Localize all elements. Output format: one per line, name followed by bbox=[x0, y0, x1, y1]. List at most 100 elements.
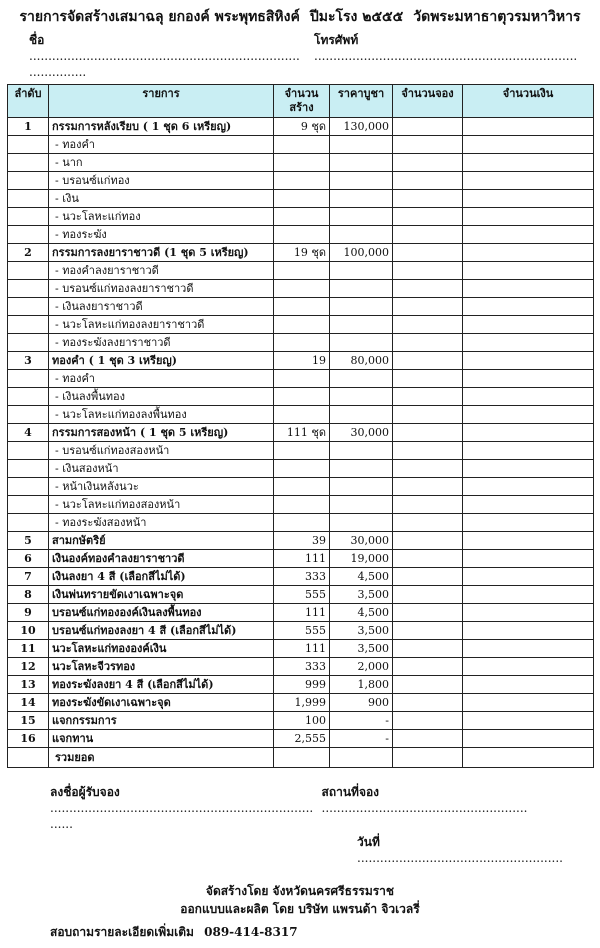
row-reserve-cell[interactable] bbox=[392, 315, 463, 334]
row-reserve-cell[interactable] bbox=[392, 261, 463, 280]
table-row: - เงินลงพื้นทอง bbox=[7, 387, 594, 406]
row-item: กรรมการหลังเรียบ ( 1 ชุด 6 เหรียญ) bbox=[48, 117, 274, 136]
row-reserve-cell[interactable] bbox=[392, 639, 463, 658]
row-reserve-cell[interactable] bbox=[392, 405, 463, 424]
row-amount-cell[interactable] bbox=[462, 513, 594, 532]
row-reserve-cell[interactable] bbox=[392, 657, 463, 676]
row-reserve-cell[interactable] bbox=[392, 495, 463, 514]
row-reserve-cell[interactable] bbox=[392, 297, 463, 316]
row-amount-cell[interactable] bbox=[462, 333, 594, 352]
row-amount-cell[interactable] bbox=[462, 675, 594, 694]
table-row: - เงิน bbox=[7, 189, 594, 208]
row-reserve-cell[interactable] bbox=[392, 747, 463, 768]
row-item: ทองระฆังขัดเงาเฉพาะจุด bbox=[48, 693, 274, 712]
row-amount-cell[interactable] bbox=[462, 117, 594, 136]
row-amount-cell[interactable] bbox=[462, 621, 594, 640]
row-amount-cell[interactable] bbox=[462, 207, 594, 226]
row-reserve-cell[interactable] bbox=[392, 279, 463, 298]
row-item: เงินพ่นทรายขัดเงาเฉพาะจุด bbox=[48, 585, 274, 604]
table-row: - ทองระฆังสองหน้า bbox=[7, 513, 594, 532]
row-reserve-cell[interactable] bbox=[392, 477, 463, 496]
row-reserve-cell[interactable] bbox=[392, 603, 463, 622]
row-amount-cell[interactable] bbox=[462, 459, 594, 478]
row-amount-cell[interactable] bbox=[462, 171, 594, 190]
row-reserve-cell[interactable] bbox=[392, 675, 463, 694]
row-amount-cell[interactable] bbox=[462, 297, 594, 316]
row-quantity bbox=[273, 153, 330, 172]
row-reserve-cell[interactable] bbox=[392, 459, 463, 478]
row-item: - นวะโลหะแก่ทอง bbox=[48, 207, 274, 226]
phone-field[interactable]: โทรศัพท์ ...............................… bbox=[314, 32, 585, 80]
row-reserve-cell[interactable] bbox=[392, 243, 463, 262]
row-reserve-cell[interactable] bbox=[392, 441, 463, 460]
row-amount-cell[interactable] bbox=[462, 585, 594, 604]
row-amount-cell[interactable] bbox=[462, 441, 594, 460]
row-number: 3 bbox=[7, 351, 49, 370]
date-line[interactable]: วันที่ .................................… bbox=[7, 834, 593, 866]
row-amount-cell[interactable] bbox=[462, 657, 594, 676]
row-reserve-cell[interactable] bbox=[392, 135, 463, 154]
row-amount-cell[interactable] bbox=[462, 603, 594, 622]
row-amount-cell[interactable] bbox=[462, 747, 594, 768]
table-row: - ทองคำ bbox=[7, 369, 594, 388]
row-reserve-cell[interactable] bbox=[392, 621, 463, 640]
row-number bbox=[7, 477, 49, 496]
total-row: รวมยอด bbox=[7, 747, 594, 768]
row-reserve-cell[interactable] bbox=[392, 693, 463, 712]
row-amount-cell[interactable] bbox=[462, 495, 594, 514]
row-amount-cell[interactable] bbox=[462, 567, 594, 586]
row-amount-cell[interactable] bbox=[462, 729, 594, 748]
row-reserve-cell[interactable] bbox=[392, 171, 463, 190]
row-amount-cell[interactable] bbox=[462, 693, 594, 712]
row-reserve-cell[interactable] bbox=[392, 189, 463, 208]
row-amount-cell[interactable] bbox=[462, 477, 594, 496]
row-item: นวะโลหะจีวรทอง bbox=[48, 657, 274, 676]
row-reserve-cell[interactable] bbox=[392, 711, 463, 730]
name-field[interactable]: ชื่อ ...................................… bbox=[29, 32, 300, 80]
row-amount-cell[interactable] bbox=[462, 405, 594, 424]
signer-field[interactable]: ลงชื่อผู้รับจอง ........................… bbox=[50, 784, 314, 832]
row-amount-cell[interactable] bbox=[462, 261, 594, 280]
row-item: รวมยอด bbox=[48, 747, 274, 768]
designed-by: ออกแบบและผลิต โดย บริษัท แพรนด้า จิวเวลร… bbox=[180, 902, 420, 916]
row-amount-cell[interactable] bbox=[462, 225, 594, 244]
table-row: 9 บรอนซ์แก่ทององค์เงินลงพื้นทอง 111 4,500 bbox=[7, 603, 594, 622]
row-reserve-cell[interactable] bbox=[392, 387, 463, 406]
row-reserve-cell[interactable] bbox=[392, 729, 463, 748]
table-row: 15 แจกกรรมการ 100- bbox=[7, 711, 594, 730]
row-reserve-cell[interactable] bbox=[392, 513, 463, 532]
row-amount-cell[interactable] bbox=[462, 711, 594, 730]
row-reserve-cell[interactable] bbox=[392, 549, 463, 568]
row-amount-cell[interactable] bbox=[462, 369, 594, 388]
row-amount-cell[interactable] bbox=[462, 387, 594, 406]
place-field[interactable]: สถานที่จอง .............................… bbox=[322, 784, 586, 832]
row-amount-cell[interactable] bbox=[462, 153, 594, 172]
row-reserve-cell[interactable] bbox=[392, 531, 463, 550]
row-reserve-cell[interactable] bbox=[392, 333, 463, 352]
row-amount-cell[interactable] bbox=[462, 423, 594, 442]
row-reserve-cell[interactable] bbox=[392, 153, 463, 172]
table-row: 14 ทองระฆังขัดเงาเฉพาะจุด 1,999 900 bbox=[7, 693, 594, 712]
row-amount-cell[interactable] bbox=[462, 189, 594, 208]
row-amount-cell[interactable] bbox=[462, 135, 594, 154]
row-number bbox=[7, 333, 49, 352]
row-reserve-cell[interactable] bbox=[392, 207, 463, 226]
row-amount-cell[interactable] bbox=[462, 531, 594, 550]
row-reserve-cell[interactable] bbox=[392, 117, 463, 136]
row-reserve-cell[interactable] bbox=[392, 351, 463, 370]
row-amount-cell[interactable] bbox=[462, 639, 594, 658]
row-amount-cell[interactable] bbox=[462, 549, 594, 568]
row-reserve-cell[interactable] bbox=[392, 423, 463, 442]
row-reserve-cell[interactable] bbox=[392, 225, 463, 244]
row-amount-cell[interactable] bbox=[462, 243, 594, 262]
table-row: - ทองคำ bbox=[7, 135, 594, 154]
table-row: - เงินสองหน้า bbox=[7, 459, 594, 478]
row-reserve-cell[interactable] bbox=[392, 369, 463, 388]
row-amount-cell[interactable] bbox=[462, 315, 594, 334]
row-amount-cell[interactable] bbox=[462, 279, 594, 298]
row-reserve-cell[interactable] bbox=[392, 585, 463, 604]
row-amount-cell[interactable] bbox=[462, 351, 594, 370]
row-item: - ทองคำ bbox=[48, 369, 274, 388]
row-reserve-cell[interactable] bbox=[392, 567, 463, 586]
table-row: 11 นวะโลหะแก่ทององค์เงิน 111 3,500 bbox=[7, 639, 594, 658]
